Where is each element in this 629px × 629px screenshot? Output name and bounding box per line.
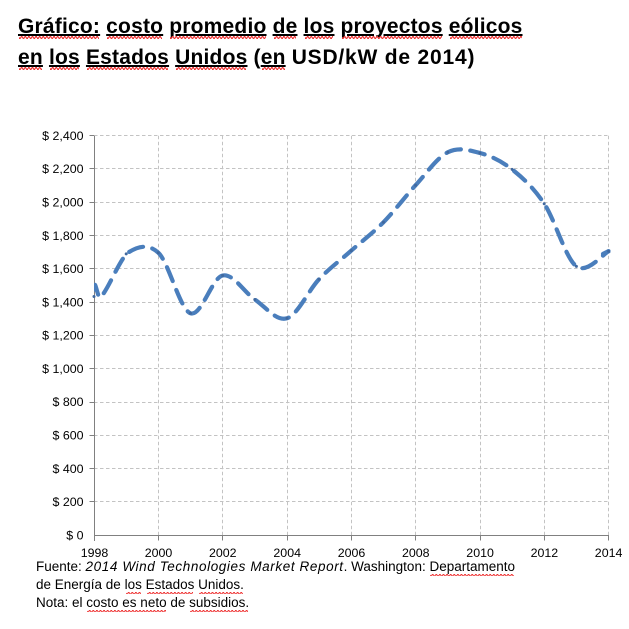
svg-text:2014: 2014 [595,546,623,560]
svg-text:$ 600: $ 600 [52,429,83,443]
svg-text:$ 0: $ 0 [66,528,83,542]
svg-text:$ 2,000: $ 2,000 [42,196,83,210]
svg-text:2012: 2012 [531,546,559,560]
svg-text:$ 800: $ 800 [52,395,83,409]
svg-text:1998: 1998 [81,546,109,560]
svg-text:$ 1,600: $ 1,600 [42,262,83,276]
svg-text:2008: 2008 [402,546,430,560]
svg-text:2000: 2000 [145,546,173,560]
svg-text:$ 2,200: $ 2,200 [42,162,83,176]
svg-text:$ 200: $ 200 [52,495,83,509]
svg-text:2010: 2010 [466,546,494,560]
svg-text:$ 1,000: $ 1,000 [42,362,83,376]
svg-text:$ 1,400: $ 1,400 [42,295,83,309]
svg-text:2002: 2002 [209,546,237,560]
svg-text:$ 400: $ 400 [52,462,83,476]
svg-text:2004: 2004 [273,546,301,560]
svg-text:$ 1,200: $ 1,200 [42,329,83,343]
svg-text:$ 2,400: $ 2,400 [42,129,83,143]
svg-text:2006: 2006 [338,546,366,560]
svg-text:$ 1,800: $ 1,800 [42,229,83,243]
